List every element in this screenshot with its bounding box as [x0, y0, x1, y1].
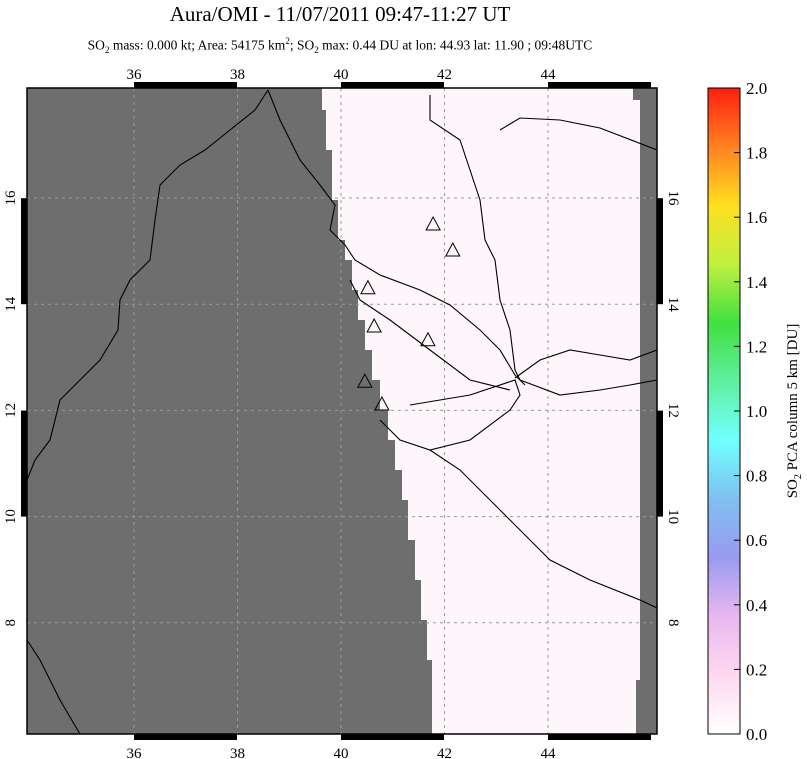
lon-tick-label: 42 [437, 67, 452, 83]
volcano-markers [356, 215, 461, 411]
map-axes: 36 36 38 38 40 40 42 42 44 44 8 8 10 10 12 12 14 14 16 16 [3, 67, 681, 759]
no-data-region [633, 88, 657, 734]
volcano-triangle-icon [420, 331, 436, 347]
colorbar-tick-label: 1.8 [746, 144, 767, 163]
colorbar-tick-label: 1.0 [746, 402, 767, 421]
subtitle-text: SO [87, 37, 105, 53]
lat-tick-label: 14 [665, 297, 681, 313]
colorbar-tick-label: 1.4 [746, 273, 768, 292]
volcano-triangle-icon [425, 215, 441, 231]
subtitle-text: max: 0.44 DU at lon: 44.93 lat: 11.90 ; … [318, 37, 593, 53]
map-area [27, 88, 657, 734]
lat-tick-label: 16 [3, 190, 19, 206]
subtitle-superscript: 2 [285, 36, 290, 46]
lon-tick-label: 44 [541, 746, 557, 759]
colorbar-tick-label: 0.0 [746, 725, 767, 744]
volcano-triangle-icon [374, 395, 390, 411]
lat-tick-label: 14 [3, 296, 19, 312]
lon-tick-label: 44 [541, 67, 557, 83]
frame-bar [657, 410, 663, 517]
lat-tick-label: 8 [3, 619, 19, 627]
lon-tick-label: 40 [334, 67, 349, 83]
lat-tick-label: 12 [3, 403, 19, 418]
subtitle-subscript: 2 [314, 45, 319, 56]
subtitle-text: mass: 0.000 kt; Area: 54175 km [109, 37, 286, 53]
lon-tick-label: 38 [230, 67, 245, 83]
subtitle-subscript: 2 [104, 45, 110, 56]
frame-bar [21, 198, 27, 305]
lon-tick-label: 40 [334, 746, 349, 759]
frame-bar [134, 82, 237, 88]
lon-tick-label: 36 [127, 67, 143, 83]
frame-bar [21, 410, 27, 517]
colorbar-tick-label: 0.2 [746, 660, 767, 679]
frame-bar [548, 734, 651, 740]
lat-tick-label: 10 [665, 509, 681, 524]
colorbar-tick-label: 1.2 [746, 337, 767, 356]
lon-tick-label: 42 [437, 746, 452, 759]
frame-bar [341, 82, 444, 88]
lat-tick-label: 12 [665, 403, 681, 418]
frame-bar [341, 734, 444, 740]
colorbar-tick-label: 2.0 [746, 79, 767, 98]
colorbar-tick-label: 0.6 [746, 531, 767, 550]
colorbar-ticks: 0.0 0.2 0.4 0.6 0.8 1.0 1.2 1.4 1.6 1.8 2.0 [734, 79, 768, 744]
frame-bar [134, 734, 237, 740]
lat-tick-label: 8 [665, 619, 681, 627]
lat-tick-label: 10 [3, 509, 19, 524]
volcano-triangle-icon [356, 373, 373, 388]
colorbar-tick-label: 0.8 [746, 467, 767, 486]
subtitle-text: ; SO [289, 37, 315, 53]
graticule [27, 88, 657, 734]
map-title: Aura/OMI - 11/07/2011 09:47-11:27 UT [169, 2, 511, 26]
colorbar-label: SO2 PCA column 5 km [DU] [785, 324, 804, 499]
map-subtitle: SO2 mass: 0.000 kt; Area: 54175 km2; SO2… [0, 36, 680, 55]
lon-tick-label: 38 [230, 746, 245, 759]
volcano-triangle-icon [444, 241, 461, 257]
volcano-triangle-icon [360, 279, 376, 295]
no-data-region [27, 88, 432, 734]
frame-bar [548, 82, 651, 88]
coastlines [27, 89, 657, 734]
volcano-triangle-icon [366, 317, 382, 333]
colorbar-tick-label: 1.6 [746, 208, 767, 227]
colorbar-tick-label: 0.4 [746, 596, 768, 615]
lat-tick-label: 16 [665, 191, 681, 207]
frame-bar [657, 198, 663, 305]
lon-tick-label: 36 [127, 746, 143, 759]
